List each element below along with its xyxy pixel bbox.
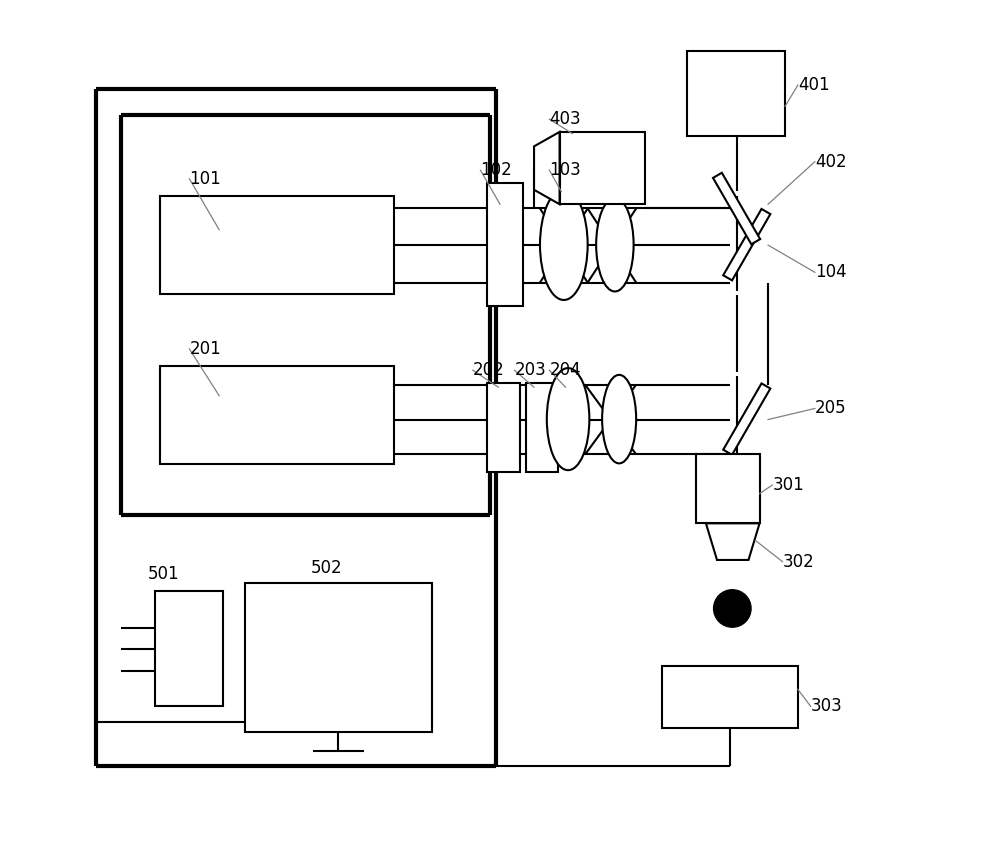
Ellipse shape — [596, 198, 634, 291]
Bar — [662, 666, 798, 728]
Text: 201: 201 — [189, 340, 221, 358]
Bar — [155, 591, 223, 706]
Bar — [687, 51, 785, 136]
Bar — [696, 454, 760, 523]
Polygon shape — [534, 132, 560, 204]
Ellipse shape — [602, 375, 636, 464]
Text: 501: 501 — [148, 565, 179, 584]
Polygon shape — [723, 209, 770, 280]
Text: 103: 103 — [549, 161, 581, 180]
Bar — [526, 383, 558, 472]
Polygon shape — [706, 523, 760, 560]
Polygon shape — [713, 173, 760, 244]
Polygon shape — [723, 384, 770, 454]
Ellipse shape — [540, 189, 588, 300]
Text: 401: 401 — [798, 76, 829, 94]
Ellipse shape — [547, 368, 589, 471]
Circle shape — [714, 590, 751, 627]
Text: 403: 403 — [549, 110, 581, 129]
Bar — [487, 183, 523, 306]
Text: 301: 301 — [772, 476, 804, 494]
Text: 303: 303 — [811, 697, 842, 716]
Bar — [160, 196, 394, 294]
Text: 101: 101 — [189, 169, 221, 188]
Text: 202: 202 — [473, 361, 505, 380]
Bar — [160, 366, 394, 464]
Text: 104: 104 — [815, 263, 846, 282]
Bar — [487, 383, 520, 472]
Text: 402: 402 — [815, 152, 846, 171]
Text: 204: 204 — [549, 361, 581, 380]
Text: 302: 302 — [783, 552, 814, 571]
Bar — [560, 132, 645, 204]
Bar — [245, 583, 432, 732]
Text: 502: 502 — [311, 558, 343, 577]
Text: 102: 102 — [480, 161, 512, 180]
Text: 205: 205 — [815, 399, 846, 418]
Text: 203: 203 — [514, 361, 546, 380]
